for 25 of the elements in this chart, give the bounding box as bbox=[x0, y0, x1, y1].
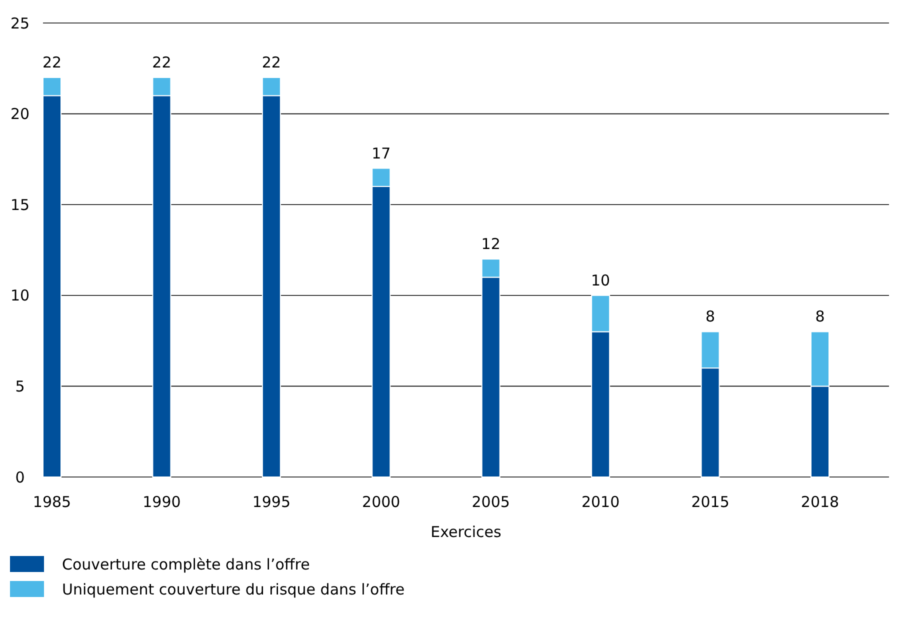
x-tick-label: 1995 bbox=[252, 493, 291, 511]
x-tick-label: 2010 bbox=[581, 493, 620, 511]
total-label: 10 bbox=[591, 271, 610, 290]
y-tick-label: 15 bbox=[10, 196, 30, 214]
total-label: 17 bbox=[372, 144, 391, 162]
total-label: 22 bbox=[152, 53, 172, 72]
legend-label: Uniquement couverture du risque dans l’offre bbox=[62, 580, 405, 598]
x-tick-label: 2018 bbox=[800, 493, 840, 511]
total-label: 22 bbox=[262, 53, 281, 72]
x-tick-label: 2015 bbox=[691, 493, 730, 511]
total-label: 12 bbox=[481, 235, 500, 254]
y-tick-label: 5 bbox=[15, 377, 25, 396]
x-tick-label: 1990 bbox=[142, 493, 181, 511]
y-tick-label: 0 bbox=[15, 468, 25, 486]
total-label: 8 bbox=[706, 308, 716, 326]
total-label: 8 bbox=[815, 308, 825, 326]
total-label: 22 bbox=[42, 53, 62, 72]
y-tick-label: 25 bbox=[10, 14, 30, 32]
x-tick-label: 1985 bbox=[32, 493, 72, 511]
y-tick-label: 20 bbox=[10, 105, 30, 124]
y-tick-label: 10 bbox=[10, 286, 30, 305]
legend-label: Couverture complète dans l’offre bbox=[62, 555, 310, 574]
x-axis-title: Exercices bbox=[430, 523, 502, 541]
x-tick-label: 2000 bbox=[362, 493, 400, 511]
x-tick-label: 2005 bbox=[472, 493, 510, 511]
